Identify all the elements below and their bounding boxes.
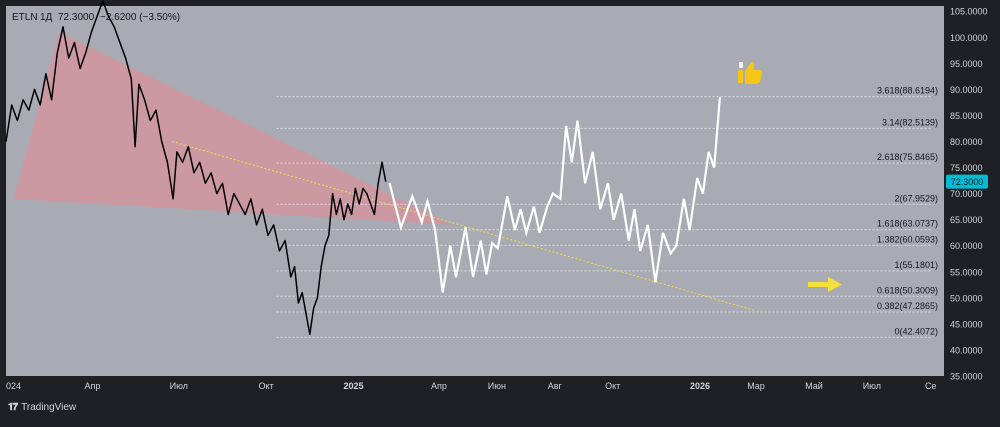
x-tick-label: Июл [170, 381, 188, 391]
interval-label: 1Д [40, 12, 53, 23]
y-tick-label: 105.0000 [950, 7, 988, 17]
tradingview-logo-icon: 𝟏𝟕 [8, 402, 18, 413]
current-price-badge [946, 174, 988, 189]
fib-level-label: 3.618(88.6194) [877, 86, 938, 96]
y-tick-label: 80.0000 [950, 137, 983, 147]
y-tick-label: 60.0000 [950, 241, 983, 251]
y-tick-label: 45.0000 [950, 319, 983, 329]
x-tick-label: 2025 [343, 381, 363, 391]
x-tick-label: Май [805, 381, 823, 391]
fib-level-label: 1.618(63.0737) [877, 219, 938, 229]
symbol-label: ETLN [12, 12, 38, 23]
fib-level-label: 1.382(60.0593) [877, 234, 938, 244]
y-tick-label: 50.0000 [950, 293, 983, 303]
y-tick-label: 100.0000 [950, 33, 988, 43]
y-tick-label: 90.0000 [950, 85, 983, 95]
fib-level-label: 0.382(47.2865) [877, 301, 938, 311]
fib-level-label: 0(42.4072) [894, 326, 938, 336]
right-arrow-icon [808, 277, 842, 292]
y-tick-label: 65.0000 [950, 215, 983, 225]
price-axis[interactable] [944, 0, 1000, 398]
price-series-line[interactable] [5, 0, 387, 336]
x-tick-label: Июл [863, 381, 881, 391]
x-tick-label: 2026 [690, 381, 710, 391]
y-tick-label: 70.0000 [950, 189, 983, 199]
fib-level-label: 2.618(75.8465) [877, 152, 938, 162]
x-tick-label: Апр [84, 381, 100, 391]
tradingview-name: TradingView [21, 402, 77, 413]
projection-series-line[interactable] [388, 97, 721, 293]
x-tick-label: Июн [488, 381, 506, 391]
last-price-label: 72.3000 [58, 12, 95, 23]
fib-level-label: 3.14(82.5139) [882, 117, 938, 127]
thumbs-up-icon [738, 61, 763, 84]
y-tick-label: 55.0000 [950, 267, 983, 277]
trendline[interactable] [172, 141, 757, 312]
x-tick-label: 024 [6, 381, 21, 391]
x-tick-label: Окт [605, 381, 620, 391]
y-tick-label: 35.0000 [950, 372, 983, 382]
triangle-pattern[interactable] [13, 32, 453, 225]
y-tick-label: 95.0000 [950, 59, 983, 69]
time-axis[interactable] [0, 376, 944, 398]
y-tick-label: 40.0000 [950, 345, 983, 355]
y-tick-label: 85.0000 [950, 111, 983, 121]
y-tick-label: 75.0000 [950, 163, 983, 173]
current-price-label: 72.3000 [951, 177, 984, 187]
tradingview-brand[interactable]: 𝟏𝟕 TradingView [8, 402, 76, 413]
price-change-label: −2.6200 (−3.50%) [100, 12, 180, 23]
fib-level-label: 1(55.1801) [894, 260, 938, 270]
x-tick-label: Окт [259, 381, 274, 391]
fib-level-label: 0.618(50.3009) [877, 285, 938, 295]
x-tick-label: Апр [431, 381, 447, 391]
x-tick-label: Авг [548, 381, 563, 391]
x-tick-label: Се [925, 381, 937, 391]
x-tick-label: Мар [747, 381, 765, 391]
fib-level-label: 2(67.9529) [894, 193, 938, 203]
